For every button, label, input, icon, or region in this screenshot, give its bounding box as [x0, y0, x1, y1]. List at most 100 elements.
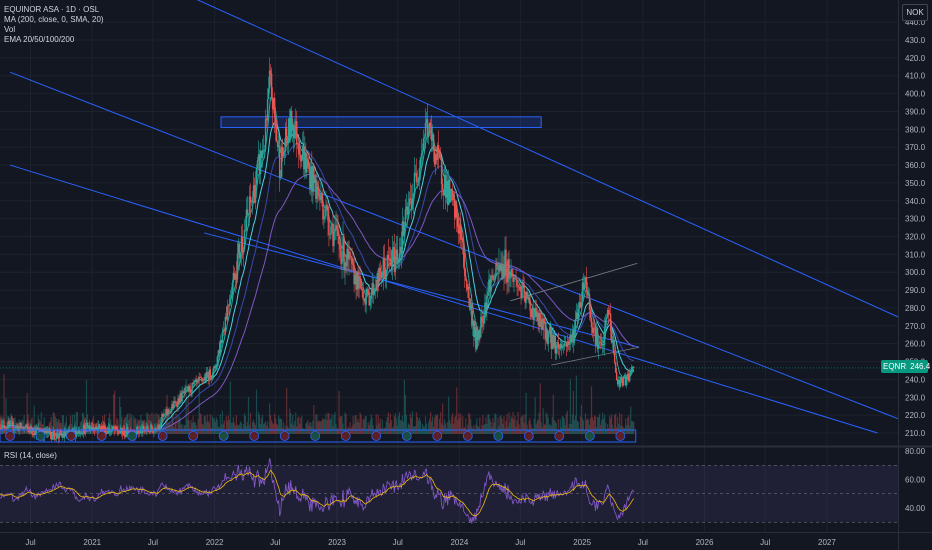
candle-body[interactable]: [610, 330, 613, 343]
candle-body[interactable]: [492, 275, 494, 280]
candle-body[interactable]: [323, 217, 325, 220]
candle-body[interactable]: [302, 146, 304, 155]
candle-body[interactable]: [370, 292, 372, 299]
candle-body[interactable]: [85, 422, 88, 425]
candle-body[interactable]: [455, 204, 457, 218]
candle-body[interactable]: [359, 276, 361, 279]
candle-body[interactable]: [192, 382, 194, 385]
candle-body[interactable]: [29, 426, 31, 433]
candle-body[interactable]: [617, 380, 620, 385]
candle-body[interactable]: [172, 403, 174, 409]
candle-body[interactable]: [343, 237, 345, 271]
candle-body[interactable]: [567, 341, 570, 346]
candle-body[interactable]: [600, 342, 603, 346]
candle-body[interactable]: [58, 431, 61, 439]
candle-body[interactable]: [7, 420, 9, 429]
candle-body[interactable]: [380, 272, 382, 278]
candle-body[interactable]: [369, 298, 371, 306]
candle-body[interactable]: [149, 431, 151, 433]
earnings-marker[interactable]: [371, 431, 382, 441]
candle-body[interactable]: [229, 298, 232, 304]
candle-body[interactable]: [416, 181, 419, 183]
candle-body[interactable]: [195, 379, 197, 383]
candle-body[interactable]: [306, 159, 308, 173]
candle-body[interactable]: [296, 121, 298, 145]
candle-body[interactable]: [394, 256, 397, 272]
candle-body[interactable]: [147, 426, 149, 431]
candle-body[interactable]: [67, 429, 70, 432]
candle-body[interactable]: [62, 435, 65, 438]
candle-body[interactable]: [284, 128, 287, 151]
candle-body[interactable]: [379, 267, 381, 273]
candle-body[interactable]: [587, 294, 590, 296]
trendlines[interactable]: [0, 0, 899, 434]
candle-body[interactable]: [411, 197, 414, 209]
candle-body[interactable]: [325, 204, 327, 217]
candle-body[interactable]: [126, 427, 128, 435]
candle-body[interactable]: [282, 151, 285, 156]
candle-body[interactable]: [503, 265, 505, 276]
channel-line[interactable]: [10, 0, 899, 318]
candle-body[interactable]: [55, 433, 58, 439]
candle-body[interactable]: [367, 288, 369, 293]
candle-body[interactable]: [324, 216, 326, 218]
ema-indicator-label[interactable]: EMA 20/50/100/200: [4, 35, 75, 44]
candle-body[interactable]: [478, 329, 480, 340]
candle-body[interactable]: [626, 376, 628, 386]
candle-body[interactable]: [460, 224, 462, 240]
candle-body[interactable]: [375, 288, 377, 291]
candle-body[interactable]: [385, 270, 387, 280]
earnings-marker[interactable]: [157, 431, 168, 441]
candle-body[interactable]: [212, 368, 214, 376]
candle-body[interactable]: [624, 375, 626, 377]
candle-body[interactable]: [466, 280, 468, 290]
candle-body[interactable]: [151, 424, 153, 430]
candle-body[interactable]: [21, 427, 23, 429]
candle-body[interactable]: [413, 172, 416, 194]
candle-body[interactable]: [481, 316, 483, 322]
candle-body[interactable]: [298, 143, 300, 155]
candle-body[interactable]: [227, 305, 230, 307]
candle-body[interactable]: [445, 180, 448, 198]
candle-body[interactable]: [595, 328, 598, 346]
candle-body[interactable]: [271, 97, 274, 110]
candle-body[interactable]: [428, 122, 431, 133]
earnings-marker[interactable]: [554, 431, 565, 441]
candle-body[interactable]: [397, 259, 400, 264]
candle-body[interactable]: [34, 428, 36, 436]
candle-body[interactable]: [568, 342, 571, 346]
candle-body[interactable]: [590, 318, 593, 328]
candle-body[interactable]: [165, 409, 167, 414]
candle-body[interactable]: [345, 262, 347, 267]
candle-body[interactable]: [81, 433, 84, 435]
candle-body[interactable]: [52, 430, 55, 438]
candle-body[interactable]: [202, 380, 204, 382]
candle-body[interactable]: [439, 157, 442, 160]
candle-body[interactable]: [433, 150, 436, 165]
candle-body[interactable]: [584, 277, 587, 285]
candle-body[interactable]: [308, 165, 310, 169]
candle-body[interactable]: [335, 225, 337, 231]
candle-body[interactable]: [157, 424, 159, 430]
candle-body[interactable]: [514, 277, 516, 279]
candle-body[interactable]: [241, 237, 244, 253]
candle-body[interactable]: [326, 204, 328, 207]
candle-body[interactable]: [384, 267, 386, 280]
candle-body[interactable]: [342, 237, 344, 258]
candle-body[interactable]: [451, 190, 454, 201]
candle-body[interactable]: [419, 157, 422, 169]
candle-body[interactable]: [216, 356, 218, 366]
candle-body[interactable]: [494, 274, 496, 281]
candle-body[interactable]: [319, 196, 321, 200]
candle-body[interactable]: [122, 432, 124, 435]
candle-body[interactable]: [9, 421, 11, 425]
candle-body[interactable]: [444, 175, 447, 198]
candle-body[interactable]: [236, 253, 239, 280]
earnings-marker[interactable]: [66, 431, 76, 441]
candle-body[interactable]: [169, 411, 171, 413]
candle-body[interactable]: [538, 313, 540, 326]
candle-body[interactable]: [356, 271, 358, 290]
candle-body[interactable]: [504, 249, 506, 276]
candle-body[interactable]: [602, 344, 605, 346]
candle-body[interactable]: [116, 429, 119, 433]
